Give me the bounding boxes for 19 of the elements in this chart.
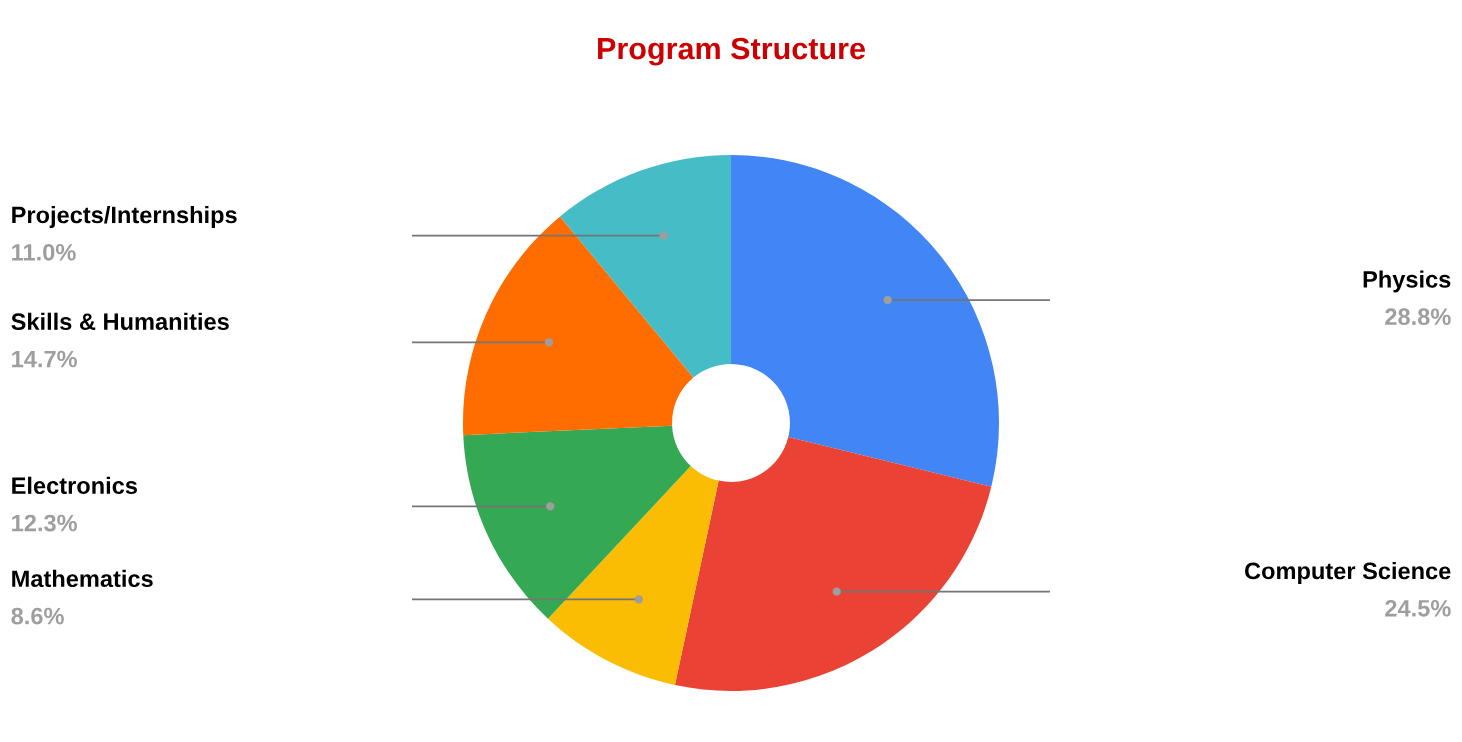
donut-slice [731, 154, 999, 487]
data-label: 28.8% [1385, 308, 1451, 326]
data-label: 11.0% [12, 243, 76, 261]
data-label: 24.5% [1385, 599, 1451, 617]
chart-title: Program Structure [598, 37, 865, 66]
donut-slice [463, 425, 691, 619]
slice-label: Computer Science [1245, 561, 1451, 584]
slice-label: Electronics [12, 476, 137, 495]
data-label: 14.7% [12, 350, 77, 368]
data-label: 12.3% [12, 514, 77, 532]
donut-slice [674, 436, 992, 691]
slice-label: Skills & Humanities [11, 312, 229, 331]
slice-label: Mathematics [12, 569, 153, 588]
slice-label: Physics [1363, 270, 1451, 293]
slice-label: Projects/Internships [12, 205, 237, 228]
data-label: 8.6% [11, 607, 64, 625]
donut-slice [463, 216, 694, 436]
donut-slice [560, 154, 731, 378]
donut-slice [548, 466, 719, 686]
